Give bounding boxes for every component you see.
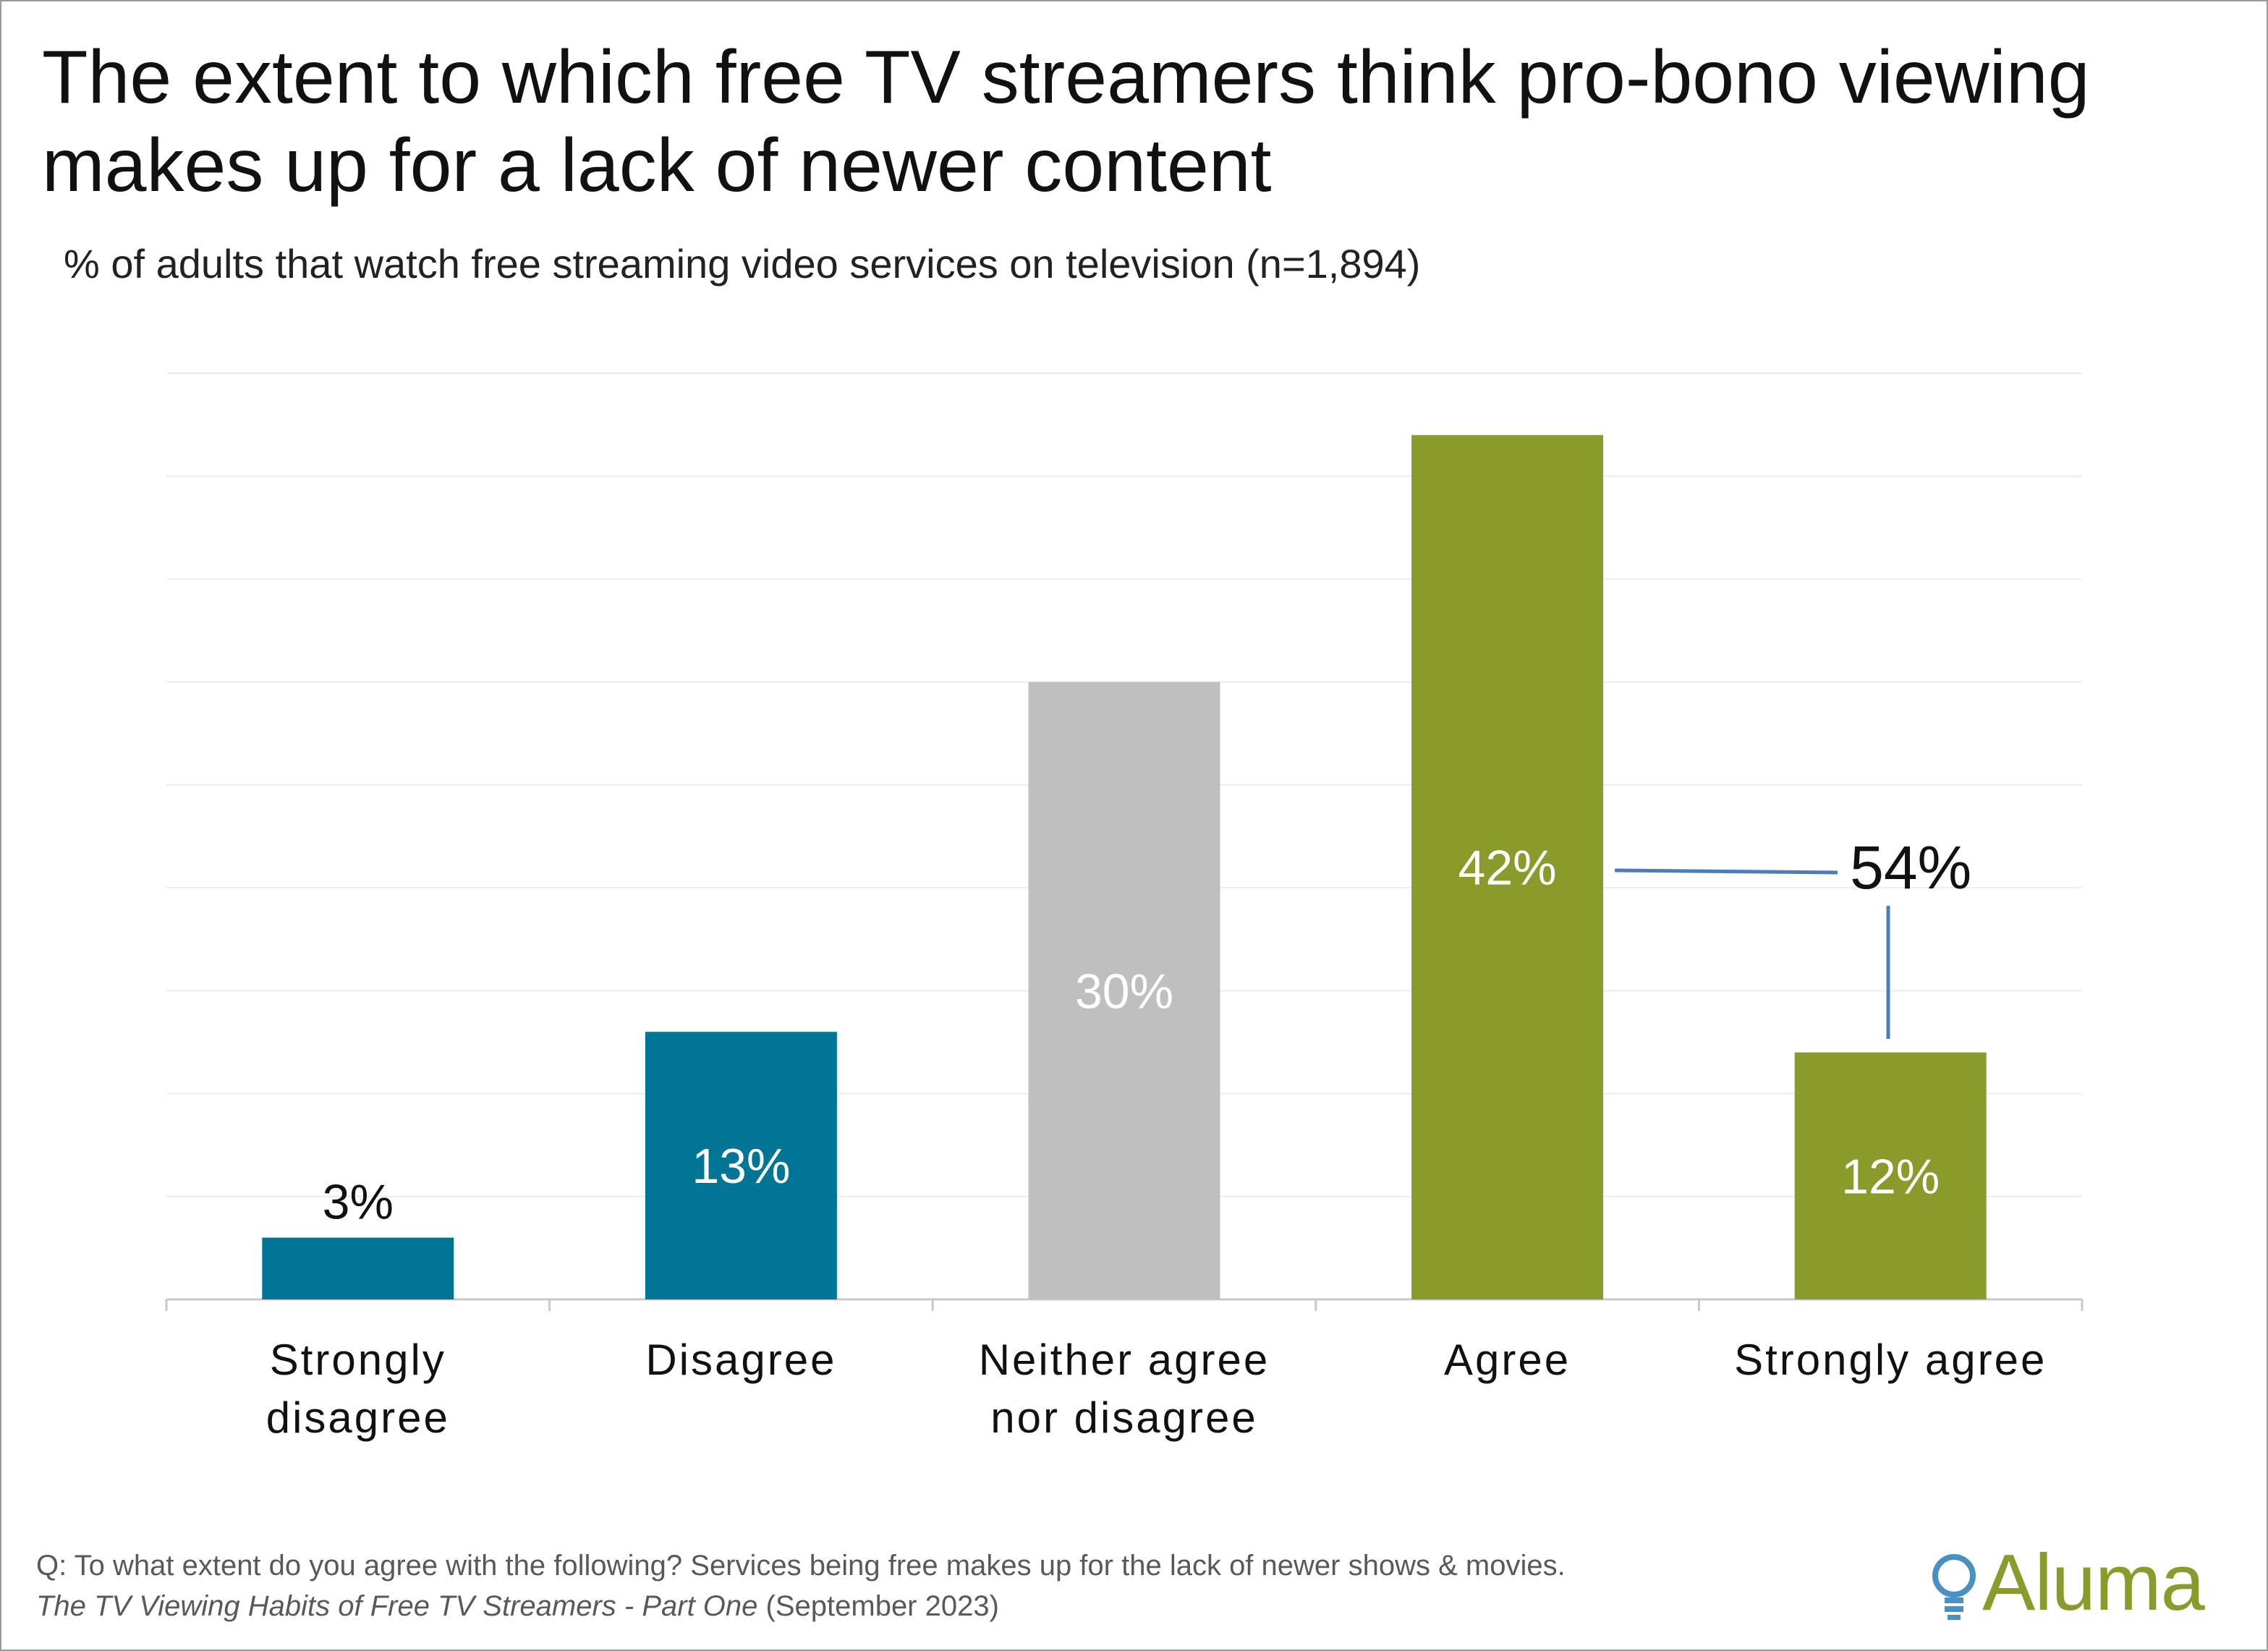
data-label: 13% [692, 1139, 790, 1194]
annotation-label: 54% [1850, 833, 1971, 901]
bar-chart: 3% Strongly disagree 13% Disagree 30% Neither … [165, 373, 2084, 1442]
logo-text: Aluma [1982, 1538, 2205, 1627]
x-tick-label: Strongly [270, 1336, 446, 1384]
x-tick-label: nor disagree [990, 1393, 1258, 1442]
bar [1794, 1052, 1987, 1299]
x-tick-label: Neither agree [979, 1336, 1270, 1384]
source-date: (September 2023) [757, 1590, 999, 1622]
bar [645, 1032, 837, 1299]
source-footnote: The TV Viewing Habits of Free TV Streame… [36, 1590, 999, 1623]
data-label: 42% [1458, 841, 1557, 896]
data-label: 3% [323, 1175, 394, 1230]
bar [1028, 682, 1220, 1299]
source-title: The TV Viewing Habits of Free TV Streame… [36, 1590, 758, 1622]
annotation-connector [1615, 868, 1838, 875]
lightbulb-icon [1932, 1554, 1976, 1620]
x-tick-label: Agree [1444, 1336, 1571, 1384]
chart-title: The extent to which free TV streamers th… [42, 35, 2090, 208]
question-footnote: Q: To what extent do you agree with the … [36, 1550, 1566, 1582]
chart-subtitle: % of adults that watch free streaming vi… [64, 241, 1421, 287]
aluma-logo: Aluma [1929, 1538, 2240, 1629]
bar [262, 1237, 454, 1299]
bar [1411, 435, 1604, 1300]
x-tick-label: Strongly agree [1734, 1336, 2047, 1384]
x-tick-label: Disagree [645, 1336, 836, 1384]
data-label: 30% [1075, 964, 1173, 1019]
x-tick-label: disagree [266, 1393, 450, 1442]
data-label: 12% [1841, 1149, 1940, 1204]
